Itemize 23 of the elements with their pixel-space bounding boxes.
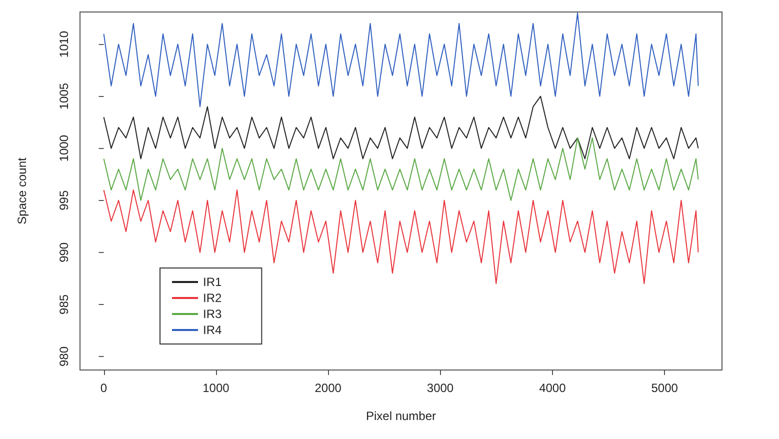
y-tick-label: 1005 (57, 82, 71, 110)
y-tick-label: 1010 (57, 30, 71, 58)
x-tick-label: 0 (100, 381, 108, 395)
legend-label: IR1 (203, 275, 222, 289)
line-series (103, 96, 699, 160)
legend-label: IR4 (203, 323, 222, 337)
x-tick-label: 3000 (426, 381, 454, 395)
y-tick-label: 985 (57, 294, 71, 314)
line-series (103, 137, 699, 201)
x-tick-label: 1000 (202, 381, 230, 395)
x-tick-label: 4000 (539, 381, 566, 395)
x-tick-label: 2000 (314, 381, 342, 395)
y-tick-label: 1000 (57, 134, 71, 162)
y-tick-label: 980 (57, 346, 71, 366)
y-tick-label: 990 (57, 242, 71, 262)
y-axis-title: Space count (15, 156, 29, 224)
line-series (103, 12, 699, 108)
line-series (103, 189, 699, 284)
y-tick-label: 995 (57, 190, 71, 210)
legend-label: IR2 (203, 291, 222, 305)
legend-label: IR3 (203, 307, 222, 321)
x-axis-title: Pixel number (366, 409, 436, 423)
x-tick-label: 5000 (651, 381, 678, 395)
